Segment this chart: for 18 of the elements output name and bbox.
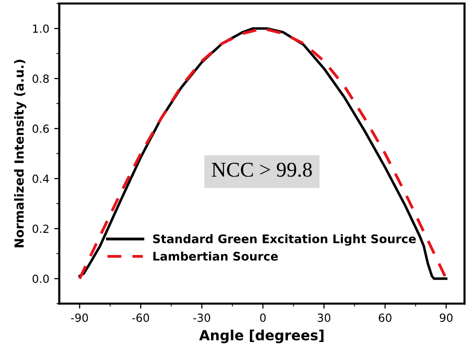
legend-label: Lambertian Source [153,252,278,261]
y-axis-title: Normalized Intensity (a.u.) [14,60,26,248]
x-tick-label: -90 [71,314,88,322]
y-tick-label: 0.6 [32,124,49,133]
legend-label: Standard Green Excitation Light Source [153,234,416,246]
x-tick-label: -30 [193,314,210,322]
y-tick-label: 0.2 [32,224,48,233]
x-axis-title: Angle [degrees] [199,330,324,344]
x-tick-label: 30 [318,314,330,322]
x-tick-label: -60 [132,314,150,322]
y-tick-label: 0.8 [32,74,49,83]
annotation: NCC > 99.8 [212,162,312,177]
y-tick-label: 0.0 [32,274,49,283]
y-tick-label: 0.4 [32,174,49,183]
x-tick-label: 60 [378,314,392,322]
x-tick-label: 0 [260,314,266,322]
y-tick-label: 1.0 [33,24,49,33]
x-tick-label: 90 [440,314,453,322]
